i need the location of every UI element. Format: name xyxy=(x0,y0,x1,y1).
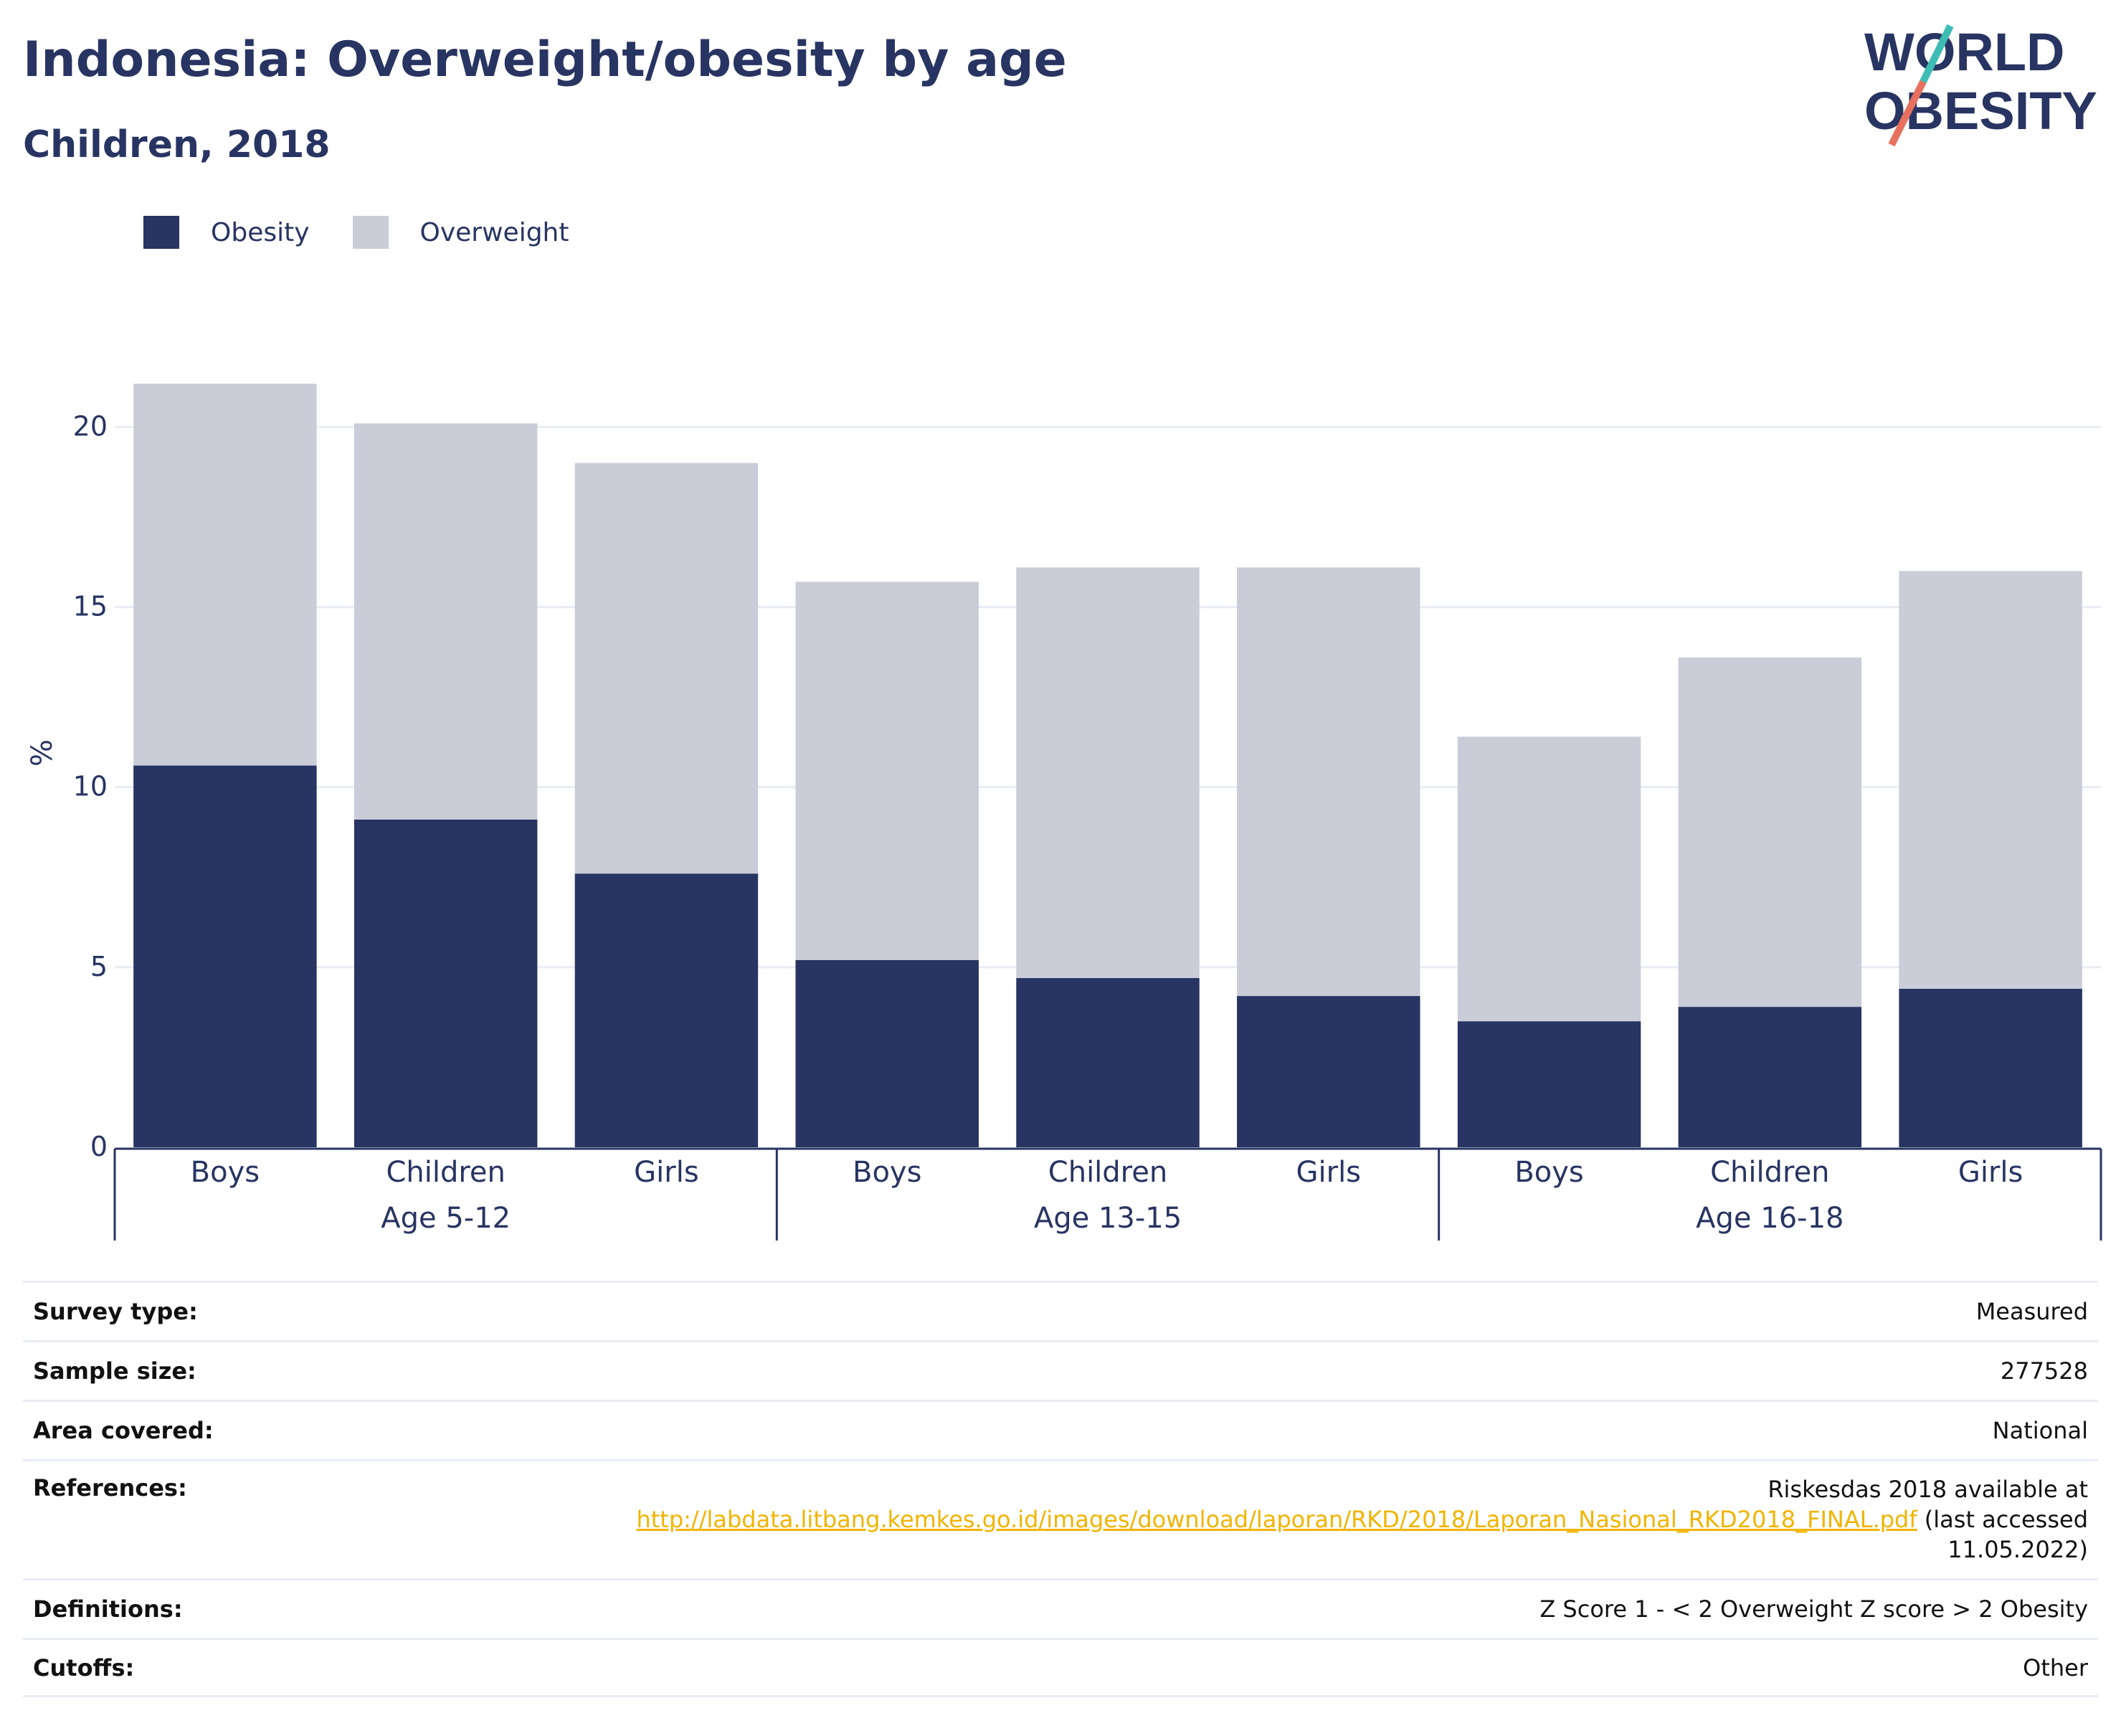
info-label: Sample size: xyxy=(33,1357,196,1385)
legend-swatch-obesity xyxy=(143,216,179,249)
info-value: Measured xyxy=(1975,1298,2088,1325)
reference-link[interactable]: http://labdata.litbang.kemkes.go.id/imag… xyxy=(636,1506,1917,1533)
x-tick-label: Children xyxy=(1048,1156,1167,1189)
x-tick-label: Boys xyxy=(1514,1156,1583,1189)
group-label: Age 16-18 xyxy=(1696,1202,1844,1235)
legend-label-obesity: Obesity xyxy=(211,217,310,247)
bar-obesity xyxy=(795,959,979,1147)
info-row-area-covered: Area covered: National xyxy=(23,1400,2098,1459)
chart-subtitle: Children, 2018 xyxy=(23,123,331,166)
y-tick-label: 20 xyxy=(73,410,108,442)
info-value: 277528 xyxy=(2000,1357,2088,1385)
x-tick-label: Girls xyxy=(1296,1156,1362,1189)
legend-item-overweight[interactable]: Overweight xyxy=(352,216,569,249)
bar-chart: 0 5 10 15 20% Boys Children Girls Boys Children Gi… xyxy=(26,384,2102,1241)
bar-obesity xyxy=(1678,1007,1862,1147)
info-label: Survey type: xyxy=(33,1298,198,1325)
info-label: Definitions: xyxy=(33,1595,183,1623)
info-label: Area covered: xyxy=(33,1417,214,1444)
logo-slash-bottom xyxy=(1888,80,1927,147)
legend-swatch-overweight xyxy=(352,216,389,249)
bar-overweight xyxy=(795,582,979,960)
y-tick-label: 5 xyxy=(90,951,108,982)
info-row-references: References: Riskesdas 2018 available at … xyxy=(23,1459,2098,1578)
survey-info-table: Survey type: Measured Sample size: 27752… xyxy=(23,1281,2098,1697)
bar-overweight xyxy=(1016,567,1200,978)
bar-overweight xyxy=(1899,571,2082,989)
bar-overweight xyxy=(574,463,759,874)
info-row-cutoffs: Cutoffs: Other xyxy=(23,1638,2098,1697)
bar-overweight xyxy=(1237,567,1420,997)
y-axis-title: % xyxy=(26,739,59,767)
bar-obesity xyxy=(1016,977,1200,1147)
bar-obesity xyxy=(1899,988,2082,1147)
info-row-sample-size: Sample size: 277528 xyxy=(23,1340,2098,1400)
bar-obesity xyxy=(1457,1021,1641,1147)
group-label: Age 13-15 xyxy=(1034,1202,1182,1235)
x-tick-label: Children xyxy=(386,1156,505,1189)
info-row-survey-type: Survey type: Measured xyxy=(23,1281,2098,1340)
logo-word-obesity: OBESITY xyxy=(1864,81,2097,141)
y-tick-label: 15 xyxy=(73,591,108,622)
world-obesity-logo: WORLD OBESITY xyxy=(1864,22,2097,147)
bar-overweight xyxy=(354,423,538,820)
y-tick-label: 10 xyxy=(73,771,108,802)
reference-date-text: 11.05.2022) xyxy=(1947,1536,2088,1563)
bar-obesity xyxy=(354,819,538,1147)
info-value: Z Score 1 - < 2 Overweight Z score > 2 O… xyxy=(1539,1595,2088,1623)
bar-overweight xyxy=(1457,736,1641,1022)
legend-label-overweight: Overweight xyxy=(419,217,569,247)
logo-word-world: WORLD xyxy=(1864,22,2065,82)
logo-slash-top xyxy=(1920,24,1954,84)
bar-obesity xyxy=(1237,996,1420,1147)
x-tick-label: Children xyxy=(1710,1156,1829,1189)
x-tick-label: Girls xyxy=(634,1156,699,1189)
x-tick-label: Girls xyxy=(1958,1156,2023,1189)
reference-accessed-text: (last accessed xyxy=(1917,1506,2088,1533)
y-tick-label: 0 xyxy=(90,1131,108,1162)
x-tick-label: Boys xyxy=(191,1156,260,1189)
info-value: National xyxy=(1992,1417,2088,1444)
info-label: Cutoffs: xyxy=(33,1654,135,1682)
group-label: Age 5-12 xyxy=(381,1202,511,1235)
chart-title: Indonesia: Overweight/obesity by age xyxy=(23,32,1067,88)
info-label: References: xyxy=(33,1474,187,1502)
bar-obesity xyxy=(133,765,317,1147)
info-row-definitions: Definitions: Z Score 1 - < 2 Overweight … xyxy=(23,1578,2098,1638)
bar-obesity xyxy=(574,873,759,1147)
bar-overweight xyxy=(133,384,317,766)
chart-legend: Obesity Overweight xyxy=(143,214,612,251)
x-tick-label: Boys xyxy=(853,1156,921,1189)
info-value: Riskesdas 2018 available at http://labda… xyxy=(636,1474,2088,1565)
info-value: Other xyxy=(2023,1654,2088,1682)
reference-text: Riskesdas 2018 available at xyxy=(1768,1476,2088,1503)
bar-overweight xyxy=(1678,657,1862,1007)
legend-item-obesity[interactable]: Obesity xyxy=(143,216,310,249)
